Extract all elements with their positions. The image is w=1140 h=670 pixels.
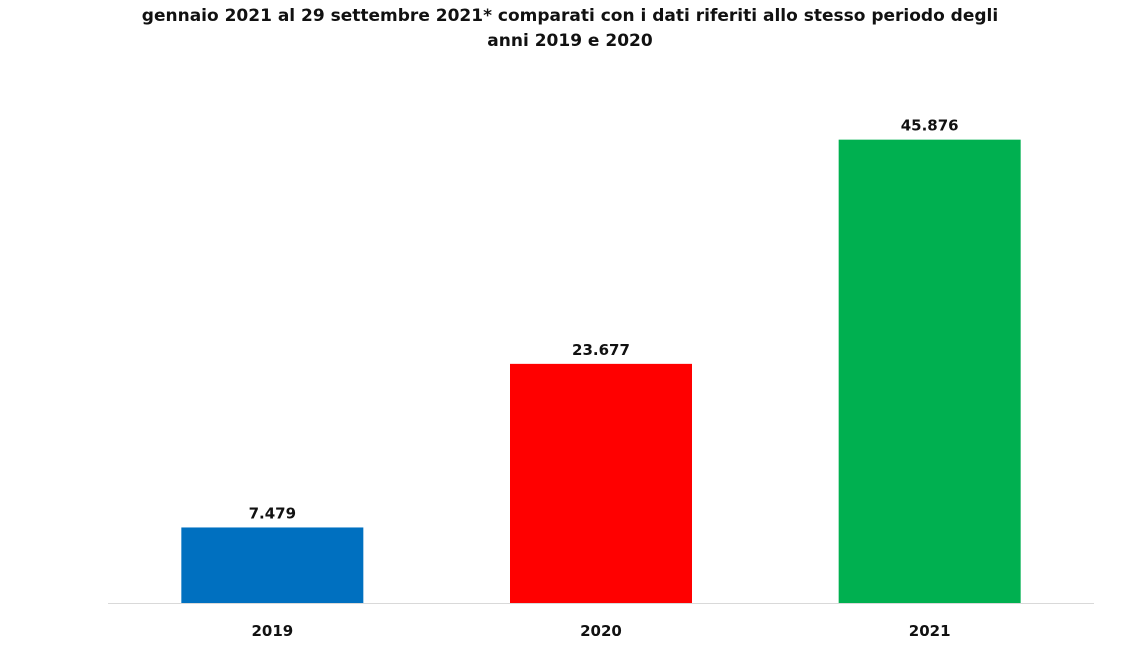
x-tick-label-2021: 2021 — [909, 622, 951, 640]
value-label-2019: 7.479 — [249, 504, 296, 522]
chart-title-line-2: anni 2019 e 2020 — [487, 31, 653, 51]
value-label-2020: 23.677 — [572, 341, 630, 359]
value-label-2021: 45.876 — [901, 117, 959, 135]
chart-title: gennaio 2021 al 29 settembre 2021* compa… — [0, 4, 1140, 54]
footnote — [0, 659, 1140, 670]
bar-2019 — [181, 527, 364, 603]
bar-2020 — [510, 363, 692, 603]
chart-title-line-1: gennaio 2021 al 29 settembre 2021* compa… — [141, 6, 999, 26]
value-labels-group: 7.479 23.677 45.876 — [249, 117, 959, 523]
bars-group — [181, 139, 1021, 603]
x-tick-label-2020: 2020 — [580, 622, 622, 640]
bar-2021 — [838, 139, 1021, 603]
x-tick-label-2019: 2019 — [251, 622, 293, 640]
x-tick-labels-group: 2019 2020 2021 — [251, 622, 950, 640]
